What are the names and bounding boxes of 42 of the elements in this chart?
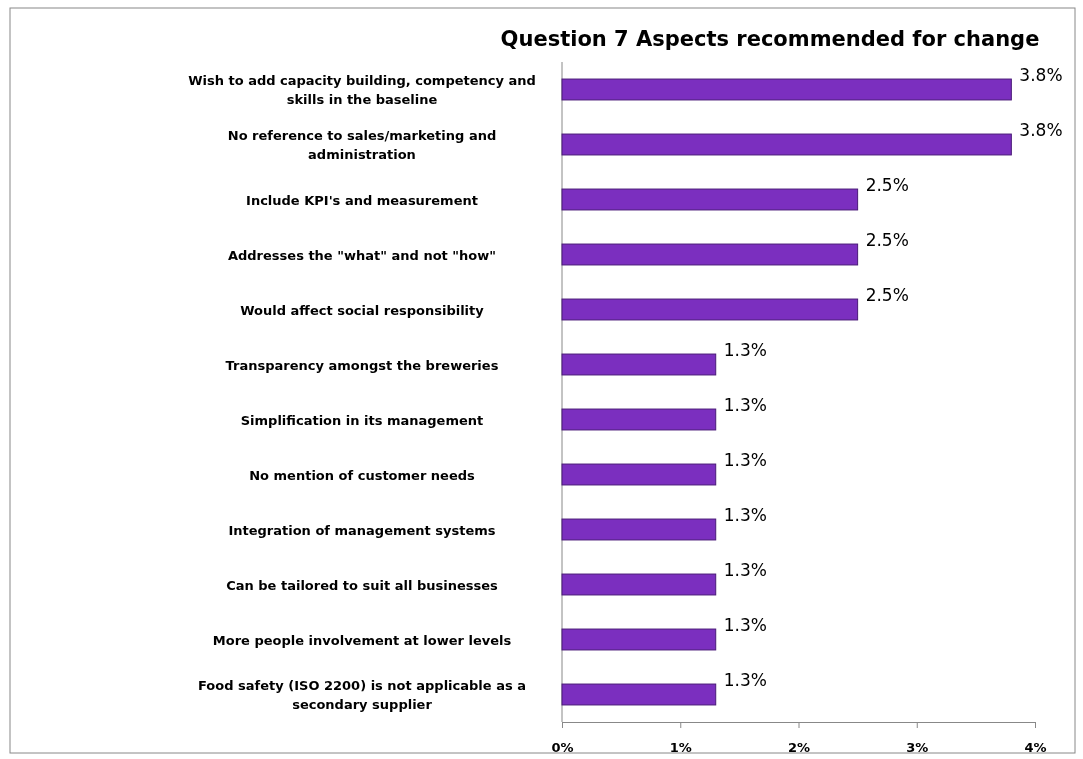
- bar: [561, 408, 717, 431]
- y-tick-label: Food safety (ISO 2200) is not applicable as a secondary supplier: [198, 678, 526, 712]
- data-label: 2.5%: [865, 230, 909, 251]
- y-tick-label: No reference to sales/marketing and administration: [227, 128, 497, 162]
- data-label: 1.3%: [723, 340, 767, 361]
- data-label: 1.3%: [723, 615, 767, 636]
- x-tick-label: 0%: [551, 739, 574, 755]
- data-label: 3.8%: [1019, 120, 1063, 141]
- bar: [561, 78, 1012, 101]
- y-tick-label: Can be tailored to suit all businesses: [226, 577, 499, 593]
- bar: [561, 463, 717, 486]
- bar: [561, 188, 859, 211]
- x-tick-label: 3%: [906, 739, 929, 755]
- data-label: 1.3%: [723, 670, 767, 691]
- bar: [561, 243, 859, 266]
- data-label: 3.8%: [1019, 65, 1063, 86]
- bar: [561, 518, 717, 541]
- x-tick-label: 4%: [1024, 739, 1047, 755]
- y-tick-label: More people involvement at lower levels: [212, 632, 512, 648]
- y-tick-label: Addresses the "what" and not "how": [227, 247, 497, 263]
- y-tick-label: Simplification in its management: [240, 412, 484, 428]
- data-label: 2.5%: [865, 285, 909, 306]
- y-tick-label: Transparency amongst the breweries: [225, 357, 499, 373]
- y-tick-label: No mention of customer needs: [249, 467, 476, 483]
- x-tick-label: 2%: [787, 739, 811, 755]
- bar: [561, 628, 717, 651]
- bar: [561, 573, 717, 596]
- data-label: 1.3%: [723, 505, 767, 526]
- bar: [561, 683, 717, 706]
- bar: [561, 298, 859, 321]
- bar: [561, 353, 717, 376]
- data-label: 1.3%: [723, 450, 767, 471]
- data-label: 2.5%: [865, 175, 909, 196]
- bar: [561, 133, 1012, 156]
- data-label: 1.3%: [723, 395, 767, 416]
- y-tick-label: Would affect social responsibility: [240, 302, 485, 318]
- y-tick-label: Include KPI's and measurement: [246, 192, 478, 208]
- y-tick-label: Wish to add capacity building, competency and skills in the baseline: [188, 73, 536, 107]
- y-tick-label: Integration of management systems: [228, 522, 496, 538]
- data-label: 1.3%: [723, 560, 767, 581]
- chart-title: Question 7 Aspects recommended for change: [500, 27, 1040, 51]
- x-tick-label: 1%: [669, 739, 692, 755]
